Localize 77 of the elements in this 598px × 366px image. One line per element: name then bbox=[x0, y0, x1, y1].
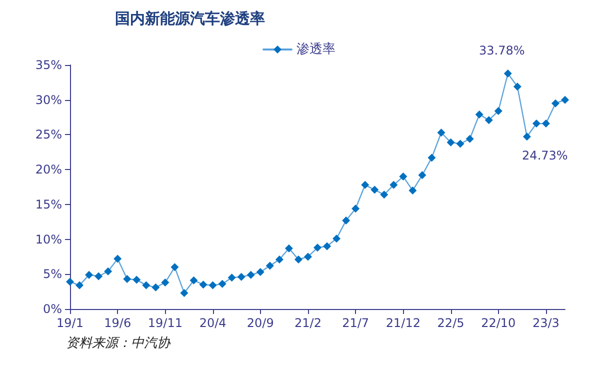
point bbox=[522, 132, 531, 141]
point bbox=[504, 70, 512, 78]
point bbox=[408, 186, 417, 194]
point bbox=[190, 276, 198, 284]
point bbox=[76, 281, 84, 290]
point bbox=[170, 263, 179, 272]
x-tick-label: 21/12 bbox=[386, 316, 420, 330]
x-tick-label: 22/5 bbox=[437, 316, 464, 330]
point bbox=[66, 278, 74, 286]
point bbox=[180, 288, 188, 297]
point bbox=[380, 190, 388, 199]
point bbox=[342, 216, 350, 224]
point bbox=[294, 256, 302, 264]
y-tick-label: 10% bbox=[35, 232, 62, 246]
y-tick-label: 5% bbox=[42, 267, 62, 282]
point bbox=[123, 275, 132, 284]
y-tick-label: 30% bbox=[35, 92, 62, 107]
point bbox=[494, 107, 502, 116]
point bbox=[352, 204, 360, 213]
point bbox=[456, 140, 464, 148]
point bbox=[218, 280, 226, 288]
point bbox=[114, 254, 122, 263]
point bbox=[275, 256, 284, 264]
point bbox=[561, 96, 569, 104]
point bbox=[428, 154, 436, 162]
point bbox=[466, 134, 474, 143]
point bbox=[446, 138, 455, 146]
y-tick-label: 15% bbox=[35, 197, 62, 212]
legend-label: 渗透率 bbox=[296, 41, 336, 57]
point bbox=[304, 252, 312, 261]
point bbox=[132, 276, 141, 284]
point bbox=[208, 281, 217, 290]
point bbox=[361, 180, 370, 189]
point bbox=[266, 262, 274, 270]
point bbox=[94, 272, 103, 280]
x-tick-label: 19/6 bbox=[104, 316, 132, 330]
text: 资料来源：中汽协 bbox=[66, 336, 171, 351]
point bbox=[104, 267, 112, 276]
point bbox=[142, 281, 150, 290]
point bbox=[237, 272, 246, 281]
point bbox=[332, 234, 341, 243]
x-tick-label: 19/11 bbox=[148, 316, 182, 330]
point bbox=[85, 270, 94, 279]
point bbox=[246, 270, 255, 279]
x-tick-label: 21/7 bbox=[342, 316, 370, 330]
data-label: 24.73% bbox=[522, 148, 568, 163]
x-tick-label: 22/10 bbox=[481, 316, 516, 330]
point bbox=[475, 110, 484, 118]
point bbox=[390, 180, 398, 189]
point bbox=[551, 99, 560, 108]
x-tick-label: 20/4 bbox=[199, 316, 226, 330]
point bbox=[418, 171, 426, 180]
point bbox=[513, 82, 522, 91]
point bbox=[228, 274, 236, 282]
y-tick-label: 0% bbox=[42, 302, 62, 316]
point bbox=[370, 186, 379, 194]
point bbox=[484, 116, 493, 124]
y-tick-label: 20% bbox=[35, 162, 62, 177]
data-label: 33.78% bbox=[479, 44, 525, 58]
point bbox=[323, 242, 332, 250]
point bbox=[152, 283, 160, 292]
y-tick-label: 25% bbox=[35, 128, 62, 142]
point bbox=[256, 268, 264, 276]
x-tick-label: 20/9 bbox=[246, 316, 274, 330]
y-tick-label: 35% bbox=[35, 58, 62, 72]
point bbox=[437, 128, 446, 137]
x-tick-label: 23/3 bbox=[532, 316, 560, 330]
point bbox=[399, 172, 408, 181]
point bbox=[284, 244, 293, 252]
chart-title: 国内新能源汽车渗透率 bbox=[115, 10, 265, 28]
point bbox=[161, 278, 170, 287]
x-tick-label: 19/1 bbox=[56, 316, 84, 330]
point bbox=[542, 120, 550, 128]
point bbox=[314, 244, 322, 252]
point bbox=[199, 280, 208, 289]
point bbox=[532, 120, 540, 128]
x-tick-label: 21/2 bbox=[294, 316, 322, 330]
